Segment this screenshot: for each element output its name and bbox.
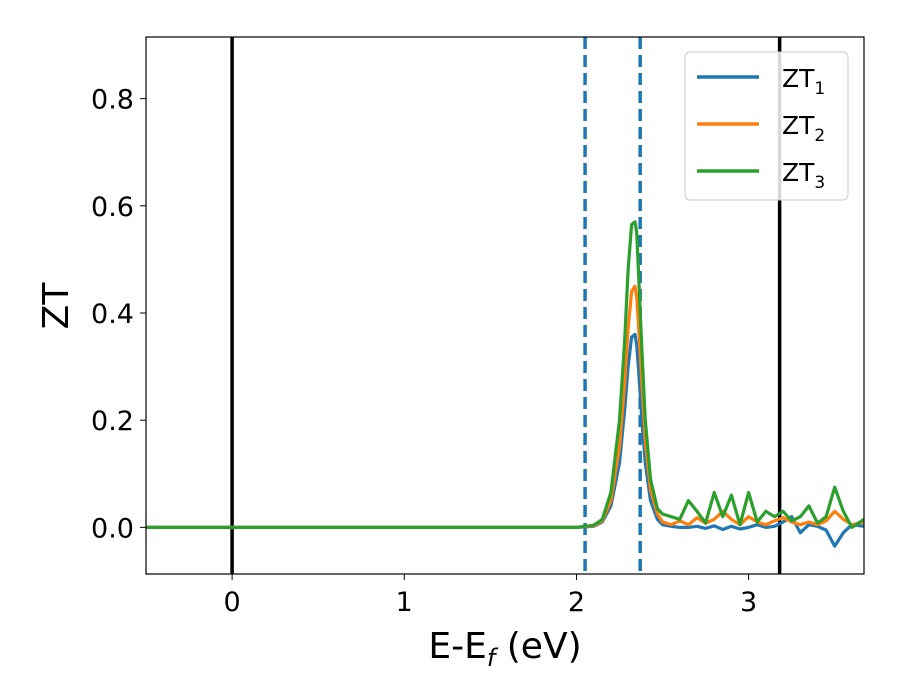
legend-label-1: ZT2	[782, 111, 825, 146]
y-axis: 0.0 0.2 0.4 0.6 0.8	[91, 85, 146, 544]
legend-label-0: ZT1	[782, 64, 825, 99]
series-line-2	[146, 220, 864, 529]
x-axis-label: E-Ef (eV)	[428, 626, 581, 672]
x-tick-label-3: 3	[740, 587, 757, 618]
y-tick-label-3: 0.6	[91, 192, 134, 223]
series-layer	[146, 220, 864, 548]
series-line-1	[146, 284, 864, 529]
plot-frame	[145, 36, 865, 575]
x-axis: 0 1 2 3	[223, 574, 757, 618]
x-axis-label-main: E-E	[428, 626, 486, 667]
y-axis-label: ZT	[36, 282, 77, 330]
y-tick-label-4: 0.8	[91, 85, 134, 116]
series-line-0	[146, 332, 864, 548]
x-axis-label-unit: (eV)	[495, 626, 581, 667]
y-tick-label-0: 0.0	[91, 513, 134, 544]
legend: ZT1 ZT2 ZT3	[684, 51, 849, 201]
x-tick-label-2: 2	[568, 587, 585, 618]
legend-label-2: ZT3	[782, 158, 825, 193]
y-tick-label-2: 0.4	[91, 299, 134, 330]
legend-box	[684, 51, 849, 201]
x-tick-label-0: 0	[223, 587, 240, 618]
y-tick-label-1: 0.2	[91, 406, 134, 437]
x-tick-label-1: 1	[396, 587, 413, 618]
